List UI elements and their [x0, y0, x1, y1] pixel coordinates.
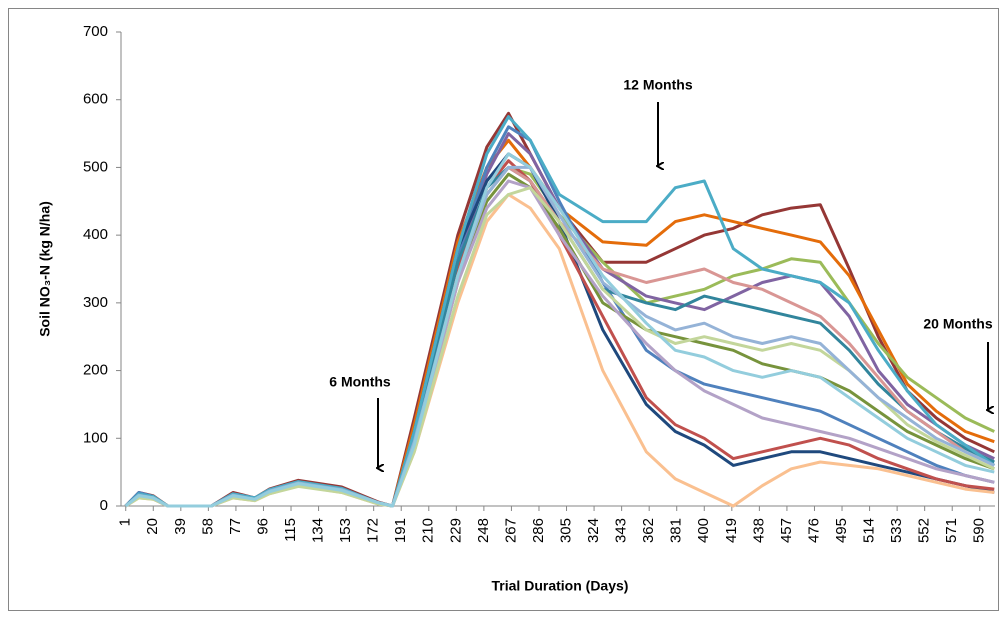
x-tick-label: 362: [640, 518, 657, 543]
x-tick-label: 495: [833, 518, 850, 543]
y-tick-label: 500: [83, 158, 108, 175]
x-axis-label: Trial Duration (Days): [492, 578, 629, 594]
x-tick-label: 324: [585, 518, 602, 543]
x-tick-label: 438: [750, 518, 767, 543]
x-tick-label: 39: [172, 518, 189, 535]
x-tick-label: 419: [723, 518, 740, 543]
y-tick-label: 200: [83, 362, 108, 379]
annotation: 20 Months: [923, 316, 992, 332]
y-axis-label: Soil NO₃-N (kg N/ha): [37, 201, 53, 337]
y-tick-label: 100: [83, 429, 108, 446]
y-tick-label: 300: [83, 294, 108, 311]
x-tick-label: 514: [861, 518, 878, 543]
x-tick-label: 343: [613, 518, 630, 543]
x-tick-label: 381: [668, 518, 685, 543]
y-tick-label: 700: [83, 23, 108, 40]
x-tick-label: 305: [557, 518, 574, 543]
x-tick-label: 248: [475, 518, 492, 543]
x-tick-label: 552: [916, 518, 933, 543]
series-line: [124, 152, 995, 508]
chart-border: [8, 8, 999, 611]
x-tick-label: 590: [971, 518, 988, 543]
x-tick-label: 400: [695, 518, 712, 543]
x-tick-label: 457: [778, 518, 795, 543]
x-tick-label: 96: [254, 518, 271, 535]
y-tick-label: 400: [83, 226, 108, 243]
x-tick-label: 191: [392, 518, 409, 543]
x-tick-label: 571: [943, 518, 960, 543]
annotation: 6 Months: [329, 374, 391, 390]
x-tick-label: 153: [337, 518, 354, 543]
x-tick-label: 229: [447, 518, 464, 543]
plot-area: 0 100 200 300 400 500 600 700 1 20 39 58 77 96 115 134 1…: [83, 23, 996, 543]
x-tick-label: 77: [227, 518, 244, 535]
annotation: 12 Months: [623, 77, 692, 93]
x-tick-label: 210: [420, 518, 437, 543]
x-tick-label: 115: [282, 518, 299, 542]
x-tick-label: 267: [502, 518, 519, 543]
x-tick-label: 286: [530, 518, 547, 543]
x-tick-label: 134: [310, 518, 327, 543]
x-tick-label: 20: [144, 518, 161, 535]
x-tick-label: 476: [805, 518, 822, 543]
y-tick-label: 600: [83, 91, 108, 108]
x-tick-label: 533: [888, 518, 905, 543]
x-tick-label: 1: [117, 518, 134, 526]
x-tick-label: 172: [365, 518, 382, 543]
y-tick-label: 0: [100, 497, 108, 514]
x-tick-label: 58: [199, 518, 216, 535]
